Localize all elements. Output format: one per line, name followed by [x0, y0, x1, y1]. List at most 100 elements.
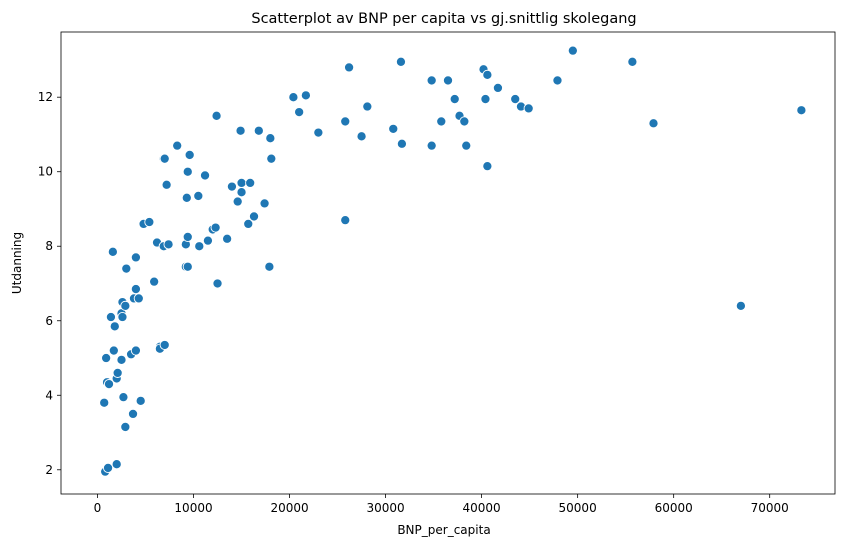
data-point — [159, 153, 170, 164]
data-point — [627, 56, 638, 67]
data-point — [117, 311, 128, 323]
data-point — [396, 138, 407, 149]
data-point — [395, 56, 407, 67]
data-point — [480, 94, 491, 105]
x-axis-label: BNP_per_capita — [397, 523, 490, 537]
data-point — [449, 94, 460, 105]
data-point — [99, 397, 110, 408]
data-point — [388, 123, 399, 134]
data-point — [144, 216, 155, 228]
data-point — [259, 198, 270, 209]
data-point — [523, 103, 534, 114]
data-point — [426, 140, 437, 151]
data-point — [313, 127, 324, 138]
data-point — [182, 231, 193, 242]
data-point — [130, 345, 141, 356]
x-axis-ticks: 0 10000 20000 30000 40000 50000 60000 70000 — [94, 494, 789, 515]
data-point — [118, 392, 129, 403]
axes-frame — [60, 31, 836, 495]
data-point — [461, 140, 472, 151]
plot-area — [60, 31, 836, 495]
data-point — [127, 408, 139, 419]
data-point — [211, 110, 222, 121]
data-point — [265, 133, 276, 144]
data-point — [442, 75, 454, 86]
data-point — [236, 187, 247, 198]
data-point — [340, 215, 351, 226]
data-point — [482, 69, 493, 80]
data-point — [120, 300, 131, 311]
data-point — [266, 153, 277, 164]
data-point — [648, 118, 659, 129]
data-point — [103, 379, 115, 390]
data-point — [510, 94, 521, 105]
data-point — [235, 125, 246, 136]
data-point — [121, 263, 132, 274]
data-point — [340, 116, 351, 127]
data-point — [294, 107, 305, 118]
data-point — [130, 284, 141, 295]
data-point — [243, 218, 254, 229]
data-point — [101, 352, 112, 364]
data-point — [120, 421, 131, 432]
data-point — [184, 149, 195, 160]
data-point — [356, 131, 367, 142]
y-tick-label: 2 — [45, 463, 53, 477]
x-tick-label: 30000 — [366, 501, 404, 515]
data-point — [436, 116, 447, 127]
data-point — [232, 196, 243, 207]
data-point — [288, 92, 299, 103]
x-tick-label: 50000 — [559, 501, 597, 515]
data-point — [459, 116, 470, 127]
data-point — [182, 261, 193, 272]
data-point — [199, 170, 211, 181]
data-point — [108, 345, 119, 356]
data-points — [99, 45, 807, 477]
y-tick-label: 12 — [38, 90, 53, 104]
data-point — [111, 459, 122, 470]
data-point — [796, 105, 807, 116]
data-point — [552, 75, 563, 86]
data-point — [264, 261, 275, 272]
x-tick-label: 40000 — [463, 501, 501, 515]
data-point — [133, 293, 144, 304]
data-point — [492, 82, 503, 93]
data-point — [161, 179, 172, 190]
data-point — [226, 181, 237, 192]
data-point — [172, 140, 183, 151]
data-point — [194, 241, 205, 252]
x-tick-label: 20000 — [270, 501, 308, 515]
data-point — [103, 462, 114, 473]
data-point — [344, 62, 355, 73]
y-axis-label: Utdanning — [10, 232, 24, 294]
x-tick-label: 70000 — [751, 501, 789, 515]
x-tick-label: 60000 — [655, 501, 693, 515]
y-tick-label: 10 — [38, 165, 53, 179]
data-point — [116, 354, 127, 365]
data-point — [159, 339, 170, 351]
chart-title: Scatterplot av BNP per capita vs gj.snit… — [251, 11, 636, 27]
data-point — [163, 239, 174, 250]
data-point — [149, 276, 160, 287]
data-point — [193, 190, 204, 201]
data-point — [482, 161, 493, 172]
data-point — [182, 166, 193, 177]
data-point — [222, 233, 233, 244]
data-point — [130, 252, 141, 263]
data-point — [245, 177, 256, 188]
data-point — [426, 75, 437, 86]
x-tick-label: 0 — [94, 501, 102, 515]
data-point — [135, 395, 146, 406]
data-point — [109, 321, 120, 332]
data-point — [107, 246, 118, 257]
data-point — [253, 125, 264, 136]
data-point — [105, 311, 116, 323]
data-point — [210, 222, 221, 233]
data-point — [236, 177, 247, 188]
y-tick-label: 4 — [45, 388, 53, 402]
data-point — [300, 90, 311, 101]
data-point — [181, 192, 192, 203]
y-axis-ticks: 2 4 6 8 10 12 — [38, 90, 61, 477]
